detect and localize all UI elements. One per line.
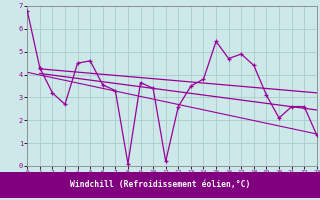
Text: Windchill (Refroidissement éolien,°C): Windchill (Refroidissement éolien,°C) <box>70 180 250 190</box>
